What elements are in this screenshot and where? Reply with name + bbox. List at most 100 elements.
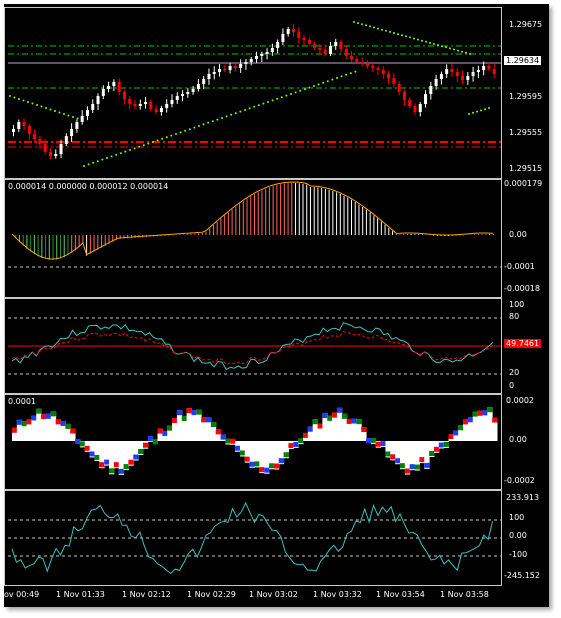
candle-body (149, 102, 153, 109)
sar-dot (87, 163, 90, 166)
sar-dot (385, 29, 387, 32)
macd-bar-cap (351, 418, 357, 424)
macd-bar (463, 419, 469, 441)
candle-body (413, 106, 417, 112)
candle-body (133, 104, 137, 106)
candle-body (307, 40, 311, 44)
sar-dot (369, 25, 371, 28)
candle-body (107, 86, 111, 89)
macd-bar (312, 419, 319, 441)
candle-body (455, 72, 459, 76)
sar-dot (437, 44, 439, 47)
sar-dot (465, 51, 467, 54)
macd-bar-cap (181, 415, 188, 421)
macd-bar-cap (113, 462, 120, 468)
macd-bar-cap (196, 409, 202, 415)
macd-bar-cap (206, 417, 212, 423)
macd-bar-cap (167, 425, 173, 431)
sar-dot (381, 28, 383, 31)
macd-bar-cap (65, 423, 71, 429)
sar-dot (421, 39, 423, 42)
sar-dot (184, 129, 187, 132)
sar-dot (433, 43, 435, 45)
rsi-current-value: 49.7461 (504, 339, 542, 348)
sar-dot (115, 153, 118, 156)
macd-bar (94, 441, 100, 461)
chart-plot (8, 21, 501, 575)
sar-dot (198, 125, 200, 127)
candle-body (276, 42, 280, 48)
candle-body (181, 94, 185, 96)
macd-bar-cap (138, 448, 144, 454)
macd-bar-cap (273, 463, 280, 469)
macd-bar-cap (482, 410, 488, 416)
macd-bar-cap (45, 413, 52, 419)
candle-body (476, 70, 480, 72)
macd-bar-cap (31, 415, 37, 421)
chart-area[interactable]: 1.29675 1.29634 1.29595 1.29555 1.29515 … (4, 4, 549, 607)
macd-bar-cap (36, 408, 42, 414)
time-label: 1 Nov 03:02 (249, 590, 298, 599)
macd-bar-cap (390, 454, 396, 460)
macd-bar-cap (443, 441, 449, 447)
sar-dot (165, 136, 168, 139)
sar-dot (469, 52, 471, 55)
macd-bar-cap (487, 407, 493, 413)
cci-pane[interactable] (4, 490, 502, 586)
macd-bar (215, 429, 222, 441)
candle-body (64, 136, 68, 144)
macd-bar-cap (249, 461, 255, 467)
macd-bar (60, 420, 66, 441)
price-pane[interactable] (4, 7, 502, 179)
sar-dot (96, 160, 99, 163)
sar-dot (461, 50, 463, 53)
macd-scale-top: 0.0002 (506, 396, 534, 405)
candle-body (461, 76, 465, 80)
macd-bar (147, 441, 154, 442)
candle-body (328, 46, 332, 54)
candle-body (186, 92, 190, 94)
sar-dot (179, 131, 182, 134)
sar-dot (31, 102, 34, 105)
sar-dot (401, 34, 403, 37)
macd-bar (99, 441, 105, 469)
sar-dot (142, 144, 145, 147)
candle-body (212, 72, 216, 74)
macd-bar (458, 425, 464, 441)
candle-body (101, 89, 105, 96)
sar-dot (72, 116, 74, 118)
macd-bar (283, 441, 289, 459)
rsi-scale-80: 80 (509, 312, 520, 321)
macd-bar-cap (332, 412, 338, 418)
macd-bar (16, 419, 23, 441)
sar-dot (354, 70, 357, 73)
macd-pane[interactable] (4, 394, 502, 490)
macd-bar-cap (75, 439, 81, 445)
sar-dot (58, 111, 61, 114)
rsi-scale-20: 20 (509, 368, 520, 377)
sar-dot (331, 78, 334, 81)
candle-body (202, 79, 206, 84)
rsi-pane[interactable] (4, 298, 502, 394)
candle-body (434, 79, 438, 86)
candle-body (144, 102, 148, 104)
candle-body (429, 86, 433, 94)
macd-bar-cap (463, 419, 469, 425)
macd-bar-cap (21, 421, 28, 427)
macd-bar (138, 441, 144, 455)
macd-bar (341, 413, 348, 441)
awesome-oscillator-pane[interactable] (4, 179, 502, 298)
candle-body (376, 68, 380, 70)
macd-bar-cap (472, 411, 479, 417)
sar-dot (262, 102, 265, 105)
candle-body (117, 82, 121, 92)
macd-bar-cap (123, 464, 129, 470)
candle-body (492, 69, 496, 74)
time-label: 1 Nov 02:12 (122, 590, 171, 599)
sar-dot (234, 112, 237, 115)
sar-dot (484, 108, 486, 111)
macd-bar-cap (419, 457, 425, 463)
macd-bar-cap (55, 419, 61, 425)
sar-dot (106, 157, 108, 159)
macd-bar-cap (433, 446, 440, 452)
